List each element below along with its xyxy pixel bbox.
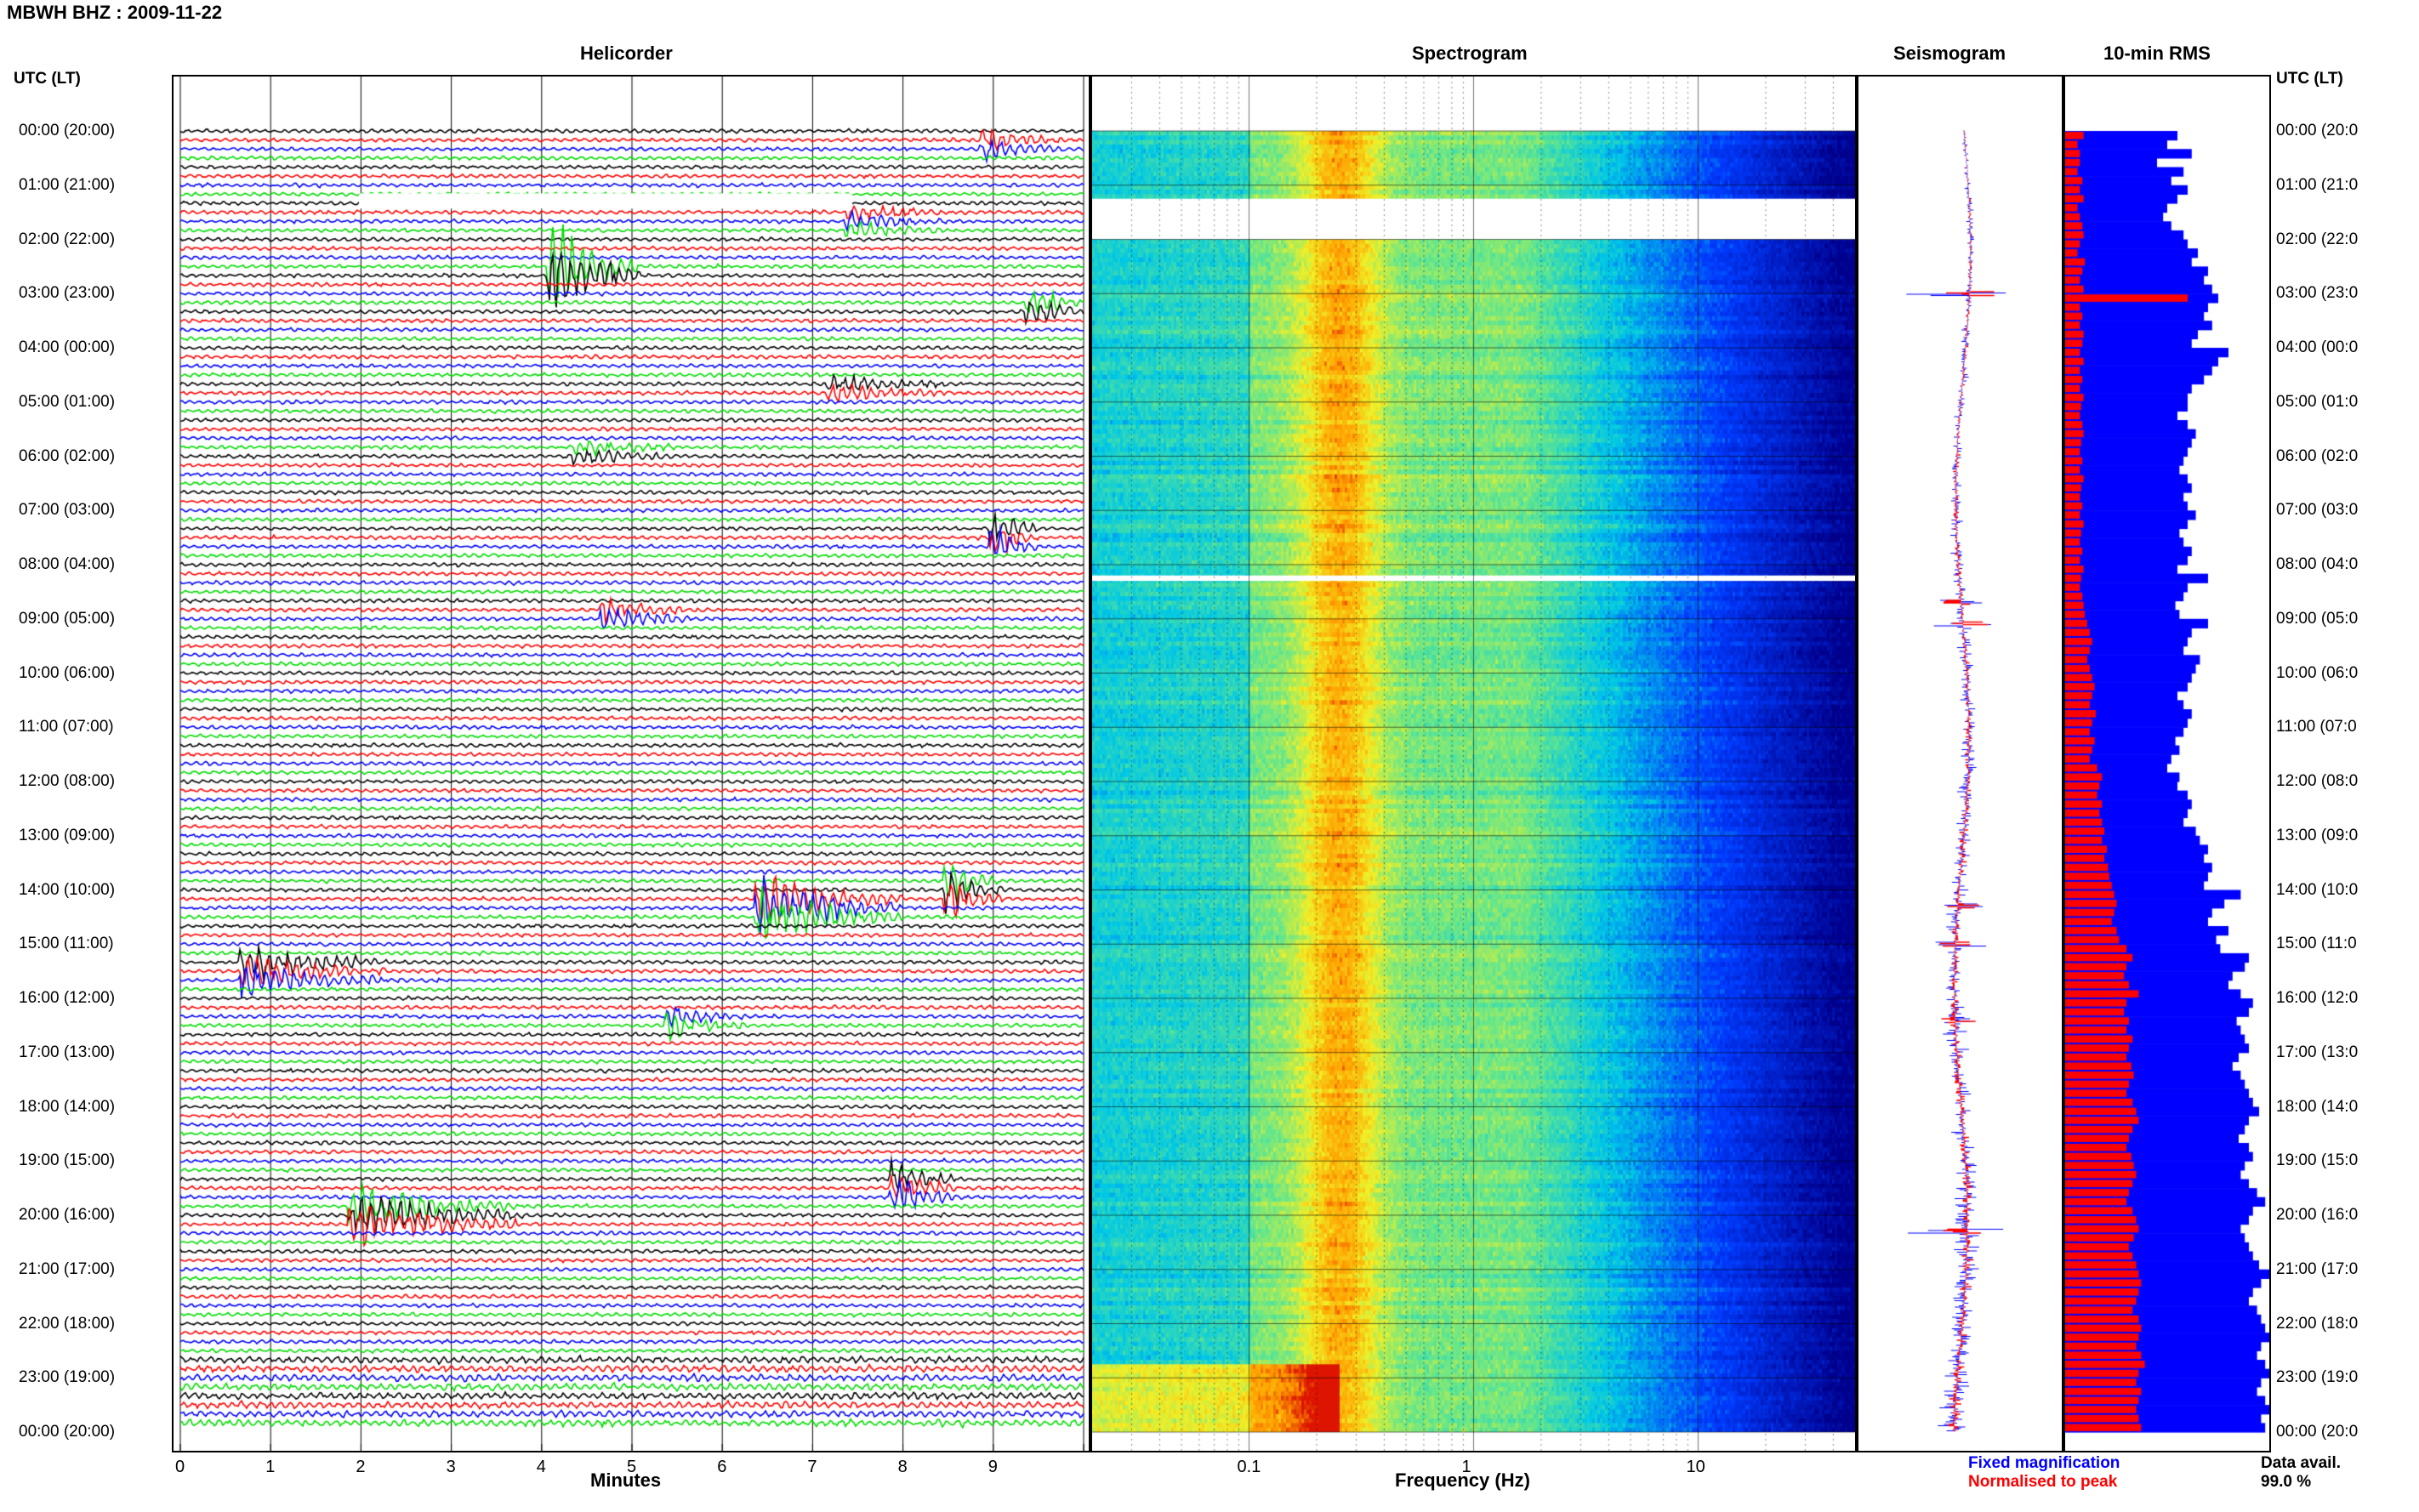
left-time-label: 05:00 (01:00) [19, 392, 116, 411]
right-time-label: 15:00 (11:0 [2276, 935, 2357, 953]
page-title: MBWH BHZ : 2009-11-22 [7, 2, 223, 23]
helicorder-tick-label: 2 [356, 1458, 366, 1476]
helicorder-tick-label: 5 [627, 1458, 637, 1476]
helicorder-plot [174, 77, 1089, 1451]
right-time-label: 11:00 (07:0 [2276, 718, 2357, 736]
left-time-label: 22:00 (18:00) [19, 1314, 116, 1333]
left-time-label: 02:00 (22:00) [19, 230, 116, 248]
helicorder-title: Helicorder [580, 43, 673, 64]
right-time-label: 17:00 (13:0 [2276, 1043, 2359, 1061]
left-time-label: 13:00 (09:00) [19, 826, 116, 844]
helicorder-tick-label: 9 [988, 1458, 998, 1476]
helicorder-tick-label: 6 [717, 1458, 727, 1476]
data-avail-value: 99.0 % [2261, 1473, 2312, 1491]
helicorder-tick-label: 1 [265, 1458, 276, 1476]
right-time-label: 06:00 (02:0 [2276, 446, 2359, 465]
right-time-label: 21:00 (17:0 [2276, 1259, 2359, 1278]
right-time-label: 03:00 (23:0 [2276, 284, 2359, 303]
helicorder-tick-label: 3 [446, 1458, 456, 1476]
right-time-label: 10:00 (06:0 [2276, 663, 2359, 682]
right-time-label: 02:00 (22:0 [2276, 230, 2359, 248]
left-time-label: 14:00 (10:00) [19, 880, 116, 899]
spectrogram-panel [1090, 75, 1857, 1452]
right-time-label: 16:00 (12:0 [2276, 989, 2359, 1007]
left-time-label: 10:00 (06:00) [19, 663, 116, 682]
helicorder-xlabel: Minutes [590, 1469, 662, 1491]
left-time-label: 09:00 (05:00) [19, 609, 116, 628]
right-time-label: 09:00 (05:0 [2276, 609, 2359, 628]
left-time-label: 03:00 (23:00) [19, 284, 116, 303]
right-time-label: 04:00 (00:0 [2276, 338, 2359, 356]
spectrogram-tick-label: 10 [1686, 1458, 1705, 1476]
left-time-label: 19:00 (15:00) [19, 1151, 116, 1170]
helicorder-tick-label: 8 [897, 1458, 908, 1476]
seismogram-panel [1857, 75, 2063, 1452]
helicorder-tick-label: 7 [807, 1458, 817, 1476]
left-time-label: 00:00 (20:00) [19, 122, 116, 139]
left-time-label: 01:00 (21:00) [19, 175, 116, 194]
seismogram-title: Seismogram [1893, 43, 2006, 64]
left-time-label: 12:00 (08:00) [19, 772, 116, 790]
rms-panel [2063, 75, 2271, 1452]
right-time-label: 20:00 (16:0 [2276, 1206, 2359, 1224]
left-time-label: 11:00 (07:00) [19, 718, 114, 736]
left-time-label: 00:00 (20:00) [19, 1423, 116, 1441]
right-time-label: 05:00 (01:0 [2276, 392, 2359, 411]
right-time-label: 01:00 (21:0 [2276, 175, 2359, 194]
right-time-label: 22:00 (18:0 [2276, 1314, 2359, 1333]
spectrogram-title: Spectrogram [1412, 43, 1528, 64]
right-time-axis-title: UTC (LT) [2276, 70, 2343, 88]
right-time-label: 18:00 (14:0 [2276, 1097, 2359, 1116]
right-time-label: 12:00 (08:0 [2276, 772, 2359, 790]
rms-plot [2065, 77, 2269, 1451]
left-time-label: 20:00 (16:00) [19, 1206, 116, 1224]
left-time-label: 23:00 (19:00) [19, 1368, 116, 1387]
left-time-label: 07:00 (03:00) [19, 501, 116, 520]
left-time-label: 21:00 (17:00) [19, 1259, 116, 1278]
seismogram-plot [1858, 77, 2062, 1451]
legend-normalised-to-peak: Normalised to peak [1968, 1473, 2118, 1491]
right-time-label: 00:00 (20:0 [2276, 122, 2359, 139]
left-time-label: 16:00 (12:00) [19, 989, 116, 1007]
right-time-label: 14:00 (10:0 [2276, 880, 2359, 899]
left-time-axis-title: UTC (LT) [14, 70, 81, 88]
right-time-label: 07:00 (03:0 [2276, 501, 2359, 520]
right-time-label: 08:00 (04:0 [2276, 555, 2359, 573]
helicorder-panel [172, 75, 1090, 1452]
data-avail-label: Data avail. [2261, 1454, 2341, 1472]
spectrogram-plot [1092, 77, 1855, 1451]
rms-title: 10-min RMS [2103, 43, 2211, 64]
spectrogram-tick-label: 0.1 [1237, 1458, 1261, 1476]
helicorder-tick-label: 0 [175, 1458, 185, 1476]
left-time-label: 06:00 (02:00) [19, 446, 116, 465]
helicorder-tick-label: 4 [536, 1458, 546, 1476]
spectrogram-tick-label: 1 [1461, 1458, 1471, 1476]
left-time-label: 04:00 (00:00) [19, 338, 116, 356]
legend-fixed-magnification: Fixed magnification [1968, 1454, 2120, 1472]
left-time-label: 08:00 (04:00) [19, 555, 116, 573]
right-time-label: 19:00 (15:0 [2276, 1151, 2359, 1170]
left-time-label: 15:00 (11:00) [19, 935, 114, 953]
spectrogram-xlabel: Frequency (Hz) [1395, 1469, 1530, 1491]
left-time-label: 18:00 (14:00) [19, 1097, 116, 1116]
right-time-label: 13:00 (09:0 [2276, 826, 2359, 844]
left-time-label: 17:00 (13:00) [19, 1043, 116, 1061]
right-time-label: 00:00 (20:0 [2276, 1423, 2359, 1441]
right-time-label: 23:00 (19:0 [2276, 1368, 2359, 1387]
